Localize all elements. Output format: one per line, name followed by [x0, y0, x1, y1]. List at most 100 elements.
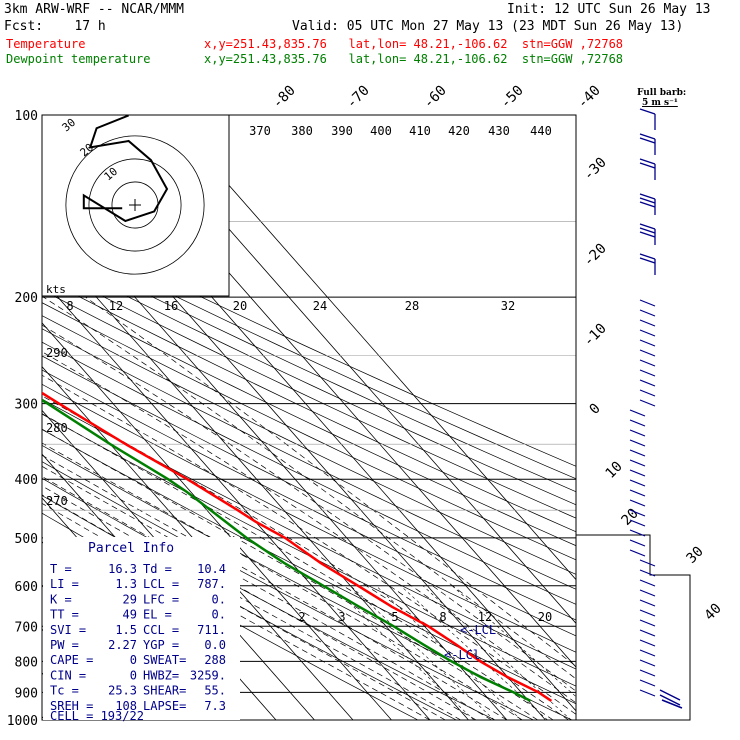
- wind-barb: [639, 579, 656, 587]
- isotherm-top-label: -50: [498, 83, 527, 112]
- parcel-field-value: 49: [123, 608, 137, 622]
- wind-barb: [629, 409, 646, 417]
- parcel-field-value: 55.: [204, 684, 226, 698]
- wind-barb: [639, 669, 656, 677]
- parcel-field-value: 29: [123, 592, 137, 606]
- pressure-tick-label: 100: [15, 109, 38, 124]
- mixing-ratio-label: 5: [391, 610, 398, 624]
- parcel-field-value: 0: [130, 668, 137, 682]
- isotherm-right-label: 30: [684, 544, 707, 567]
- theta-label: 380: [291, 124, 313, 138]
- isotherm-right-label: 40: [702, 601, 725, 624]
- temperature-trace: [42, 391, 553, 702]
- wind-barb: [639, 257, 656, 264]
- wind-barb: [639, 319, 656, 327]
- wind-barb: [639, 639, 656, 647]
- parcel-field-label: LI =: [50, 577, 79, 591]
- parcel-field-label: Td =: [143, 562, 172, 576]
- dewpoint-trace: [42, 398, 532, 703]
- parcel-field-value: 7.3: [204, 699, 226, 713]
- dry-adiabat: [42, 355, 576, 621]
- wind-barb: [659, 689, 683, 709]
- wind-barb: [629, 489, 646, 497]
- wind-barb: [639, 609, 656, 617]
- isotherm-right-label: 0: [587, 401, 604, 418]
- barb-legend-title: Full barb:: [637, 88, 687, 98]
- parcel-field-value: 1.3: [115, 577, 137, 591]
- dry-adiabat-label: 280: [46, 421, 68, 435]
- isotherm-top-label: -60: [421, 83, 450, 112]
- wind-barb: [639, 679, 656, 687]
- wind-barb: [639, 619, 656, 627]
- hodo-speed-label: 20: [233, 299, 247, 313]
- isotherm-right-label: 10: [603, 459, 626, 482]
- parcel-field-label: SREH =: [50, 699, 93, 713]
- moist-adiabat: [42, 428, 538, 720]
- pressure-tick-label: 900: [15, 686, 38, 701]
- isotherm-line: [42, 322, 392, 720]
- wind-barb: [639, 309, 656, 317]
- dry-adiabat: [42, 369, 576, 637]
- parcel-field-label: SHEAR=: [143, 684, 186, 698]
- pressure-tick-label: 600: [15, 580, 38, 595]
- wind-barb: [639, 227, 656, 234]
- wind-barb: [639, 162, 656, 169]
- parcel-field-label: SWEAT=: [143, 653, 186, 667]
- hodo-speed-label: 12: [109, 299, 123, 313]
- wind-barb: [639, 689, 656, 697]
- parcel-field-value: 108: [115, 699, 137, 713]
- theta-label: 430: [488, 124, 510, 138]
- parcel-field-label: TT =: [50, 608, 79, 622]
- wind-barb: [639, 349, 656, 357]
- theta-label: 390: [331, 124, 353, 138]
- wind-barb: [639, 649, 656, 657]
- hodo-speed-label: 28: [405, 299, 419, 313]
- theta-label: 410: [409, 124, 431, 138]
- parcel-field-value: 0.: [212, 592, 226, 606]
- isotherm-right-label: -30: [581, 155, 610, 184]
- hodograph-trace: [82, 114, 169, 223]
- isotherm-right-label: -20: [581, 241, 610, 270]
- wind-barb: [639, 133, 656, 140]
- hodo-speed-label: 24: [313, 299, 327, 313]
- hodograph-ring: [65, 135, 205, 275]
- lfc-marker: <-LCl: [444, 648, 480, 662]
- dry-adiabat: [42, 429, 576, 705]
- isotherm-line: [42, 278, 431, 720]
- parcel-field-value: 10.4: [197, 562, 226, 576]
- parcel-field-label: CAPE =: [50, 653, 93, 667]
- wind-barb: [629, 549, 646, 557]
- valid-time: Valid: 05 UTC Mon 27 May 13 (23 MDT Sun …: [292, 19, 684, 34]
- parcel-field-value: 787.: [197, 577, 226, 591]
- dry-adiabat-label: 270: [46, 494, 68, 508]
- pressure-tick-label: 800: [15, 655, 38, 670]
- wind-barb: [629, 529, 646, 537]
- parcel-field-value: 16.3: [108, 562, 137, 576]
- lcl-marker: <-LCL: [460, 623, 496, 637]
- wind-barb: [629, 479, 646, 487]
- dry-adiabat: [42, 398, 576, 670]
- parcel-field-label: LAPSE=: [143, 699, 186, 713]
- wind-barb: [639, 158, 656, 165]
- theta-label: 400: [370, 124, 392, 138]
- theta-label: 440: [530, 124, 552, 138]
- hodograph-units-label: kts: [46, 283, 66, 296]
- wind-barb: [629, 469, 646, 477]
- wind-barb: [639, 599, 656, 607]
- mixing-ratio-label: 20: [538, 610, 552, 624]
- parcel-info-box: [43, 537, 240, 720]
- parcel-field-label: EL =: [143, 608, 172, 622]
- wind-barb: [629, 519, 646, 527]
- parcel-cell-value: CELL = 193/22: [50, 709, 144, 723]
- mixing-ratio-label: 8: [439, 610, 446, 624]
- wind-barb: [639, 379, 656, 387]
- parcel-field-label: Tc =: [50, 684, 79, 698]
- wind-barb: [639, 231, 656, 238]
- isotherm-top-label: -70: [344, 83, 373, 112]
- wind-barb: [639, 589, 656, 597]
- hodo-speed-label: 32: [501, 299, 515, 313]
- wind-barb: [639, 369, 656, 377]
- wind-barb: [639, 197, 656, 204]
- parcel-field-value: 288: [204, 653, 226, 667]
